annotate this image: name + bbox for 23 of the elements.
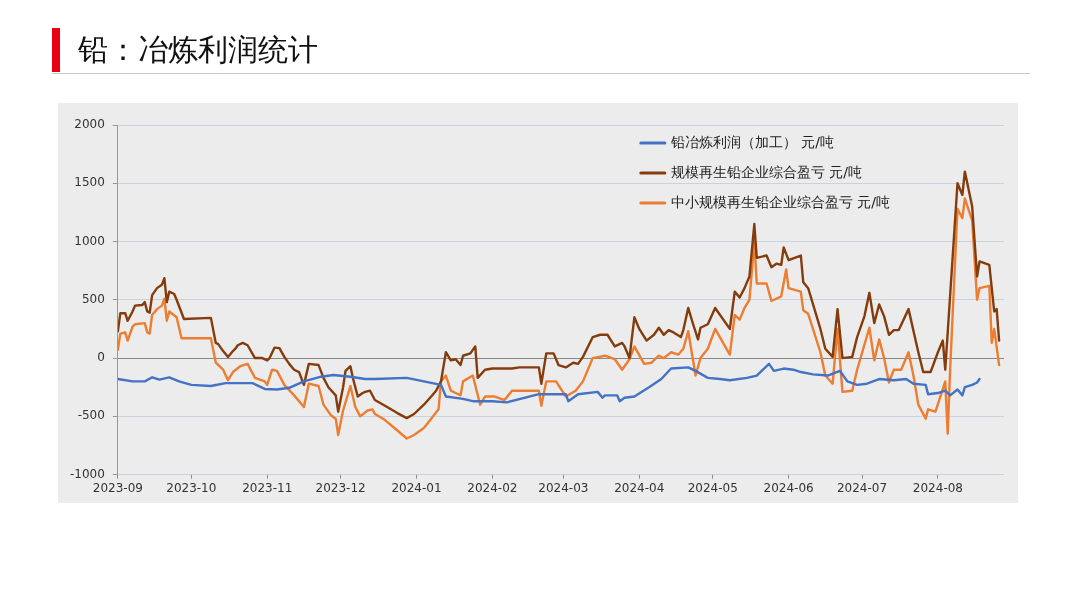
y-tick-label: 1000 bbox=[74, 233, 105, 248]
y-tick-label: 0 bbox=[97, 350, 105, 365]
x-tick-label: 2023-09 bbox=[92, 480, 143, 495]
x-tick-label: 2024-07 bbox=[836, 480, 888, 495]
y-tick-label: 1500 bbox=[74, 175, 105, 190]
x-tick-label: 2024-03 bbox=[538, 480, 589, 495]
legend-label: 中小规模再生铅企业综合盈亏 元/吨 bbox=[670, 193, 890, 210]
chart-title: 铅：冶炼利润统计 bbox=[78, 31, 318, 69]
x-tick-label: 2023-12 bbox=[315, 480, 366, 495]
x-tick-label: 2024-04 bbox=[614, 480, 665, 495]
x-tick-label: 2024-02 bbox=[467, 480, 518, 495]
x-tick-label: 2024-01 bbox=[391, 480, 442, 495]
x-tick-label: 2024-05 bbox=[687, 480, 738, 495]
legend-label: 铅冶炼利润（加工） 元/吨 bbox=[669, 133, 834, 150]
y-tick-label: 500 bbox=[81, 291, 105, 306]
x-tick-label: 2023-11 bbox=[242, 480, 293, 495]
x-tick-label: 2024-08 bbox=[912, 480, 963, 495]
x-tick-label: 2023-10 bbox=[166, 480, 217, 495]
y-tick-label: -500 bbox=[77, 408, 105, 423]
y-tick-label: -1000 bbox=[69, 466, 105, 481]
legend-label: 规模再生铅企业综合盈亏 元/吨 bbox=[670, 163, 862, 180]
y-tick-label: 2000 bbox=[74, 117, 105, 132]
x-tick-label: 2024-06 bbox=[763, 480, 814, 495]
